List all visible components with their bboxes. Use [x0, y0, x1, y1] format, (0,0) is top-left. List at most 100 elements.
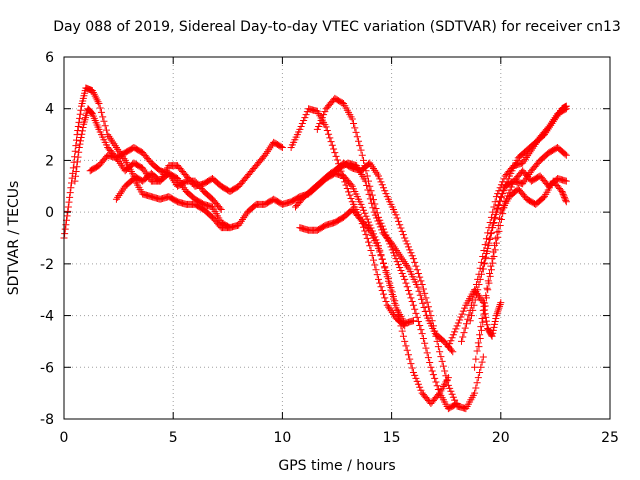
data-point: [502, 181, 510, 189]
data-point: [509, 180, 517, 188]
data-point: [406, 246, 414, 254]
data-point: [439, 362, 447, 370]
data-point: [355, 137, 363, 145]
data-point: [449, 348, 457, 356]
data-point: [323, 127, 331, 135]
data-point: [416, 291, 424, 299]
data-point: [413, 266, 421, 274]
data-point: [361, 209, 369, 217]
data-point: [476, 368, 484, 376]
data-point: [367, 247, 375, 255]
grid-lines: [64, 57, 610, 419]
data-point: [73, 158, 81, 166]
data-point: [317, 117, 325, 125]
data-point: [320, 111, 328, 119]
data-point: [429, 371, 437, 379]
data-point: [489, 326, 497, 334]
y-tick-label: -6: [40, 360, 54, 376]
data-point: [404, 286, 412, 294]
data-point: [278, 144, 286, 151]
data-point: [370, 256, 378, 264]
data-point: [325, 130, 333, 138]
data-point: [504, 192, 512, 200]
data-point: [392, 211, 400, 219]
data-point: [393, 306, 401, 314]
data-point: [77, 137, 85, 145]
data-point: [79, 124, 87, 132]
data-point: [75, 148, 83, 156]
data-point: [95, 100, 103, 108]
data-point: [363, 234, 371, 242]
data-point: [373, 214, 381, 222]
data-point: [74, 153, 82, 161]
data-point: [459, 333, 467, 341]
data-point: [408, 364, 416, 372]
x-tick-label: 10: [273, 430, 291, 446]
data-point: [404, 243, 412, 251]
data-point: [340, 175, 348, 183]
series-3: [86, 144, 225, 214]
data-point: [407, 294, 415, 302]
data-point: [482, 294, 490, 302]
data-point: [449, 393, 457, 401]
data-point: [361, 177, 369, 185]
data-point: [99, 113, 107, 121]
data-point: [363, 182, 371, 190]
data-point: [379, 259, 387, 267]
data-point: [403, 240, 411, 248]
data-point: [487, 266, 495, 274]
data-point: [376, 248, 384, 256]
data-point: [392, 255, 400, 263]
data-point: [75, 144, 83, 151]
data-point: [423, 349, 431, 357]
data-point: [387, 283, 395, 291]
data-point: [492, 312, 500, 320]
data-point: [490, 203, 498, 211]
data-series: [60, 84, 570, 413]
data-point: [494, 201, 502, 209]
data-point: [386, 279, 394, 287]
data-point: [503, 178, 511, 186]
data-point: [454, 319, 462, 327]
data-point: [72, 168, 80, 176]
data-point: [479, 318, 487, 326]
data-point: [479, 306, 487, 314]
data-point: [482, 253, 490, 261]
data-point: [315, 122, 323, 130]
data-point: [333, 156, 341, 164]
data-point: [474, 286, 482, 294]
data-point: [449, 331, 457, 339]
data-point: [424, 303, 432, 311]
data-point: [78, 130, 86, 138]
data-point: [479, 265, 487, 273]
data-point: [409, 368, 417, 376]
data-point: [63, 212, 71, 220]
data-point: [398, 227, 406, 235]
data-point: [367, 187, 375, 195]
data-point: [353, 133, 361, 141]
data-point: [492, 239, 500, 247]
data-point: [415, 287, 423, 295]
data-point: [322, 123, 330, 131]
data-point: [491, 213, 499, 221]
data-point: [77, 134, 85, 142]
data-point: [428, 317, 436, 325]
data-point: [558, 187, 566, 195]
data-point: [505, 189, 513, 197]
data-point: [358, 151, 366, 159]
data-point: [561, 150, 569, 158]
data-point: [409, 255, 417, 263]
data-point: [467, 312, 475, 320]
data-point: [433, 382, 441, 390]
data-point: [562, 177, 570, 185]
data-point: [393, 258, 401, 266]
data-point: [369, 204, 377, 212]
data-point: [313, 125, 321, 133]
data-point: [483, 321, 491, 329]
data-point: [491, 320, 499, 328]
data-point: [457, 313, 465, 321]
data-point: [372, 266, 380, 274]
data-point: [477, 270, 485, 278]
data-point: [343, 185, 351, 193]
data-point: [326, 134, 334, 142]
